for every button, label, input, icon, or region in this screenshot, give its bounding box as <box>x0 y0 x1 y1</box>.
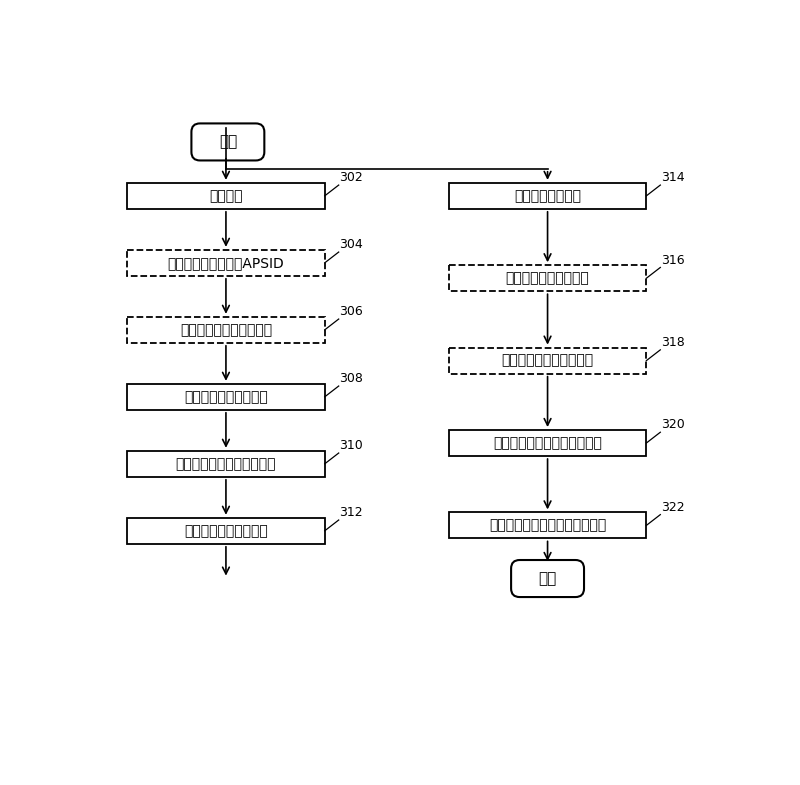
FancyBboxPatch shape <box>191 123 264 160</box>
Text: 312: 312 <box>339 506 363 519</box>
Text: 在网管上配置过环的业务: 在网管上配置过环的业务 <box>502 353 594 367</box>
Text: 结束: 结束 <box>538 571 557 586</box>
Text: 308: 308 <box>339 372 363 385</box>
Bar <box>127 451 325 477</box>
FancyBboxPatch shape <box>511 560 584 597</box>
Bar <box>449 430 646 456</box>
Text: 每种设备知悉保护关系: 每种设备知悉保护关系 <box>184 390 268 403</box>
Text: 306: 306 <box>339 305 363 318</box>
Text: 将本厂管理网元设为在线状态: 将本厂管理网元设为在线状态 <box>493 436 602 450</box>
Bar <box>449 183 646 209</box>
Text: 每种设备知悉网元的APSID: 每种设备知悉网元的APSID <box>167 256 284 270</box>
Text: 将非本厂管理网元设为离线状态: 将非本厂管理网元设为离线状态 <box>489 518 606 532</box>
Text: 316: 316 <box>661 254 685 267</box>
Text: 322: 322 <box>661 501 685 514</box>
Bar <box>127 183 325 209</box>
Bar <box>449 265 646 291</box>
Text: 310: 310 <box>339 440 363 452</box>
Bar <box>127 250 325 276</box>
Text: 314: 314 <box>661 171 685 184</box>
Bar <box>127 517 325 544</box>
Bar <box>127 384 325 410</box>
Text: 320: 320 <box>661 418 685 432</box>
Text: 每种设备知悉东西向网元: 每种设备知悉东西向网元 <box>180 323 272 337</box>
Text: 318: 318 <box>661 336 685 349</box>
Bar <box>449 348 646 374</box>
Text: 开始: 开始 <box>218 134 237 149</box>
Text: 302: 302 <box>339 171 363 184</box>
Text: 搭建环境: 搭建环境 <box>209 189 242 203</box>
Bar <box>449 513 646 539</box>
Bar <box>127 316 325 343</box>
Text: 每种设备知悉业务配置信息: 每种设备知悉业务配置信息 <box>176 457 276 471</box>
Text: 在网管上配置复用段环: 在网管上配置复用段环 <box>506 272 590 285</box>
Text: 304: 304 <box>339 239 363 251</box>
Text: 网管配置插板信息: 网管配置插板信息 <box>514 189 581 203</box>
Text: 在网管上新建所有网元: 在网管上新建所有网元 <box>184 524 268 538</box>
